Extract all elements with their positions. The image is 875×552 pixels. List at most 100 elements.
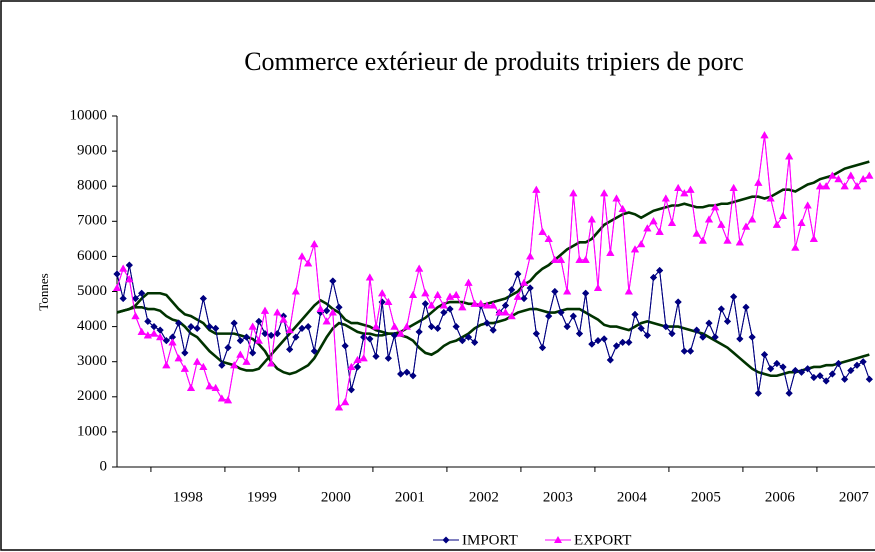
import-marker: [643, 331, 651, 339]
export-marker: [686, 185, 695, 193]
import-marker: [391, 331, 398, 339]
export-marker: [637, 240, 646, 248]
export-marker: [421, 289, 430, 297]
export-marker: [822, 182, 831, 190]
plot-area: [113, 131, 874, 411]
import-marker: [366, 335, 374, 343]
import-marker: [372, 352, 380, 360]
import-marker: [442, 536, 450, 544]
import-marker: [835, 359, 842, 367]
x-tick-label: 1998: [173, 489, 203, 505]
export-marker: [217, 394, 226, 402]
export-marker: [643, 224, 652, 232]
export-marker: [211, 384, 220, 392]
export-marker: [285, 326, 294, 334]
import-marker: [150, 323, 158, 331]
import-marker: [569, 312, 577, 320]
import-marker: [668, 330, 676, 338]
y-tick-label: 7000: [77, 213, 107, 229]
import-marker: [471, 338, 479, 346]
import-marker: [687, 347, 694, 355]
x-tick-label: 2001: [395, 489, 425, 505]
export-marker: [378, 289, 387, 297]
export-marker: [322, 317, 331, 325]
export-marker: [341, 398, 350, 406]
import-marker: [292, 333, 300, 341]
import-marker: [853, 361, 861, 369]
export-marker: [748, 215, 757, 223]
y-tick-label: 9000: [77, 143, 107, 159]
import-marker: [606, 356, 614, 364]
export-marker: [464, 278, 473, 286]
import-marker: [810, 373, 818, 381]
import-marker: [267, 331, 275, 339]
export-marker: [446, 292, 454, 300]
export-marker: [649, 217, 658, 225]
export-marker: [846, 171, 855, 179]
import-marker: [785, 389, 793, 397]
export-marker: [254, 336, 263, 344]
y-tick-label: 0: [100, 458, 108, 474]
import-marker: [119, 295, 127, 303]
export-marker: [205, 382, 214, 390]
export-marker: [402, 322, 411, 330]
export-marker: [335, 403, 343, 411]
import-marker: [859, 358, 867, 366]
export-marker: [594, 283, 602, 291]
export-marker: [532, 185, 541, 193]
export-marker: [242, 357, 251, 365]
import-marker: [662, 323, 670, 331]
export-marker: [853, 182, 861, 190]
export-marker: [507, 312, 516, 320]
export-marker: [304, 259, 313, 267]
import-marker: [699, 333, 707, 341]
import-marker: [767, 365, 775, 373]
import-marker: [526, 284, 534, 292]
import-marker: [588, 340, 596, 348]
export-marker: [125, 275, 134, 283]
import-marker: [341, 342, 349, 350]
import-marker: [187, 323, 195, 331]
export-marker: [544, 234, 553, 242]
export-marker: [865, 171, 874, 179]
export-marker: [550, 255, 559, 263]
export-marker: [668, 219, 676, 227]
import-marker: [619, 338, 627, 346]
import-marker: [329, 277, 337, 285]
export-marker: [458, 303, 467, 311]
import-marker: [637, 324, 645, 332]
import-marker: [440, 309, 448, 317]
export-marker: [291, 287, 300, 295]
import-marker: [705, 319, 713, 327]
export-marker: [279, 315, 288, 323]
import-marker: [804, 365, 812, 373]
x-tick-label: 2006: [765, 489, 796, 505]
import-marker: [138, 289, 146, 297]
import-marker: [310, 347, 318, 355]
import-marker: [304, 323, 312, 331]
export-marker: [310, 240, 319, 248]
import-marker: [323, 307, 331, 315]
export-marker: [131, 312, 140, 320]
export-marker: [692, 229, 701, 237]
import-marker: [169, 333, 176, 341]
import-marker: [354, 363, 361, 371]
export-marker: [347, 362, 356, 370]
x-tick-label: 2000: [321, 489, 351, 505]
export-marker: [742, 222, 750, 230]
export-marker: [581, 255, 590, 263]
import-marker: [711, 333, 719, 341]
import-marker: [243, 333, 250, 341]
export-marker: [600, 189, 609, 197]
x-tick-label: 2007: [839, 489, 870, 505]
export-marker: [316, 305, 325, 313]
export-marker: [723, 236, 732, 244]
import-marker: [347, 386, 355, 394]
import-marker: [249, 349, 257, 357]
import-marker: [230, 319, 238, 327]
import-marker: [483, 319, 491, 327]
export-marker: [840, 182, 849, 190]
import-marker: [193, 324, 201, 332]
export-marker: [557, 255, 565, 263]
import-marker: [576, 330, 583, 338]
